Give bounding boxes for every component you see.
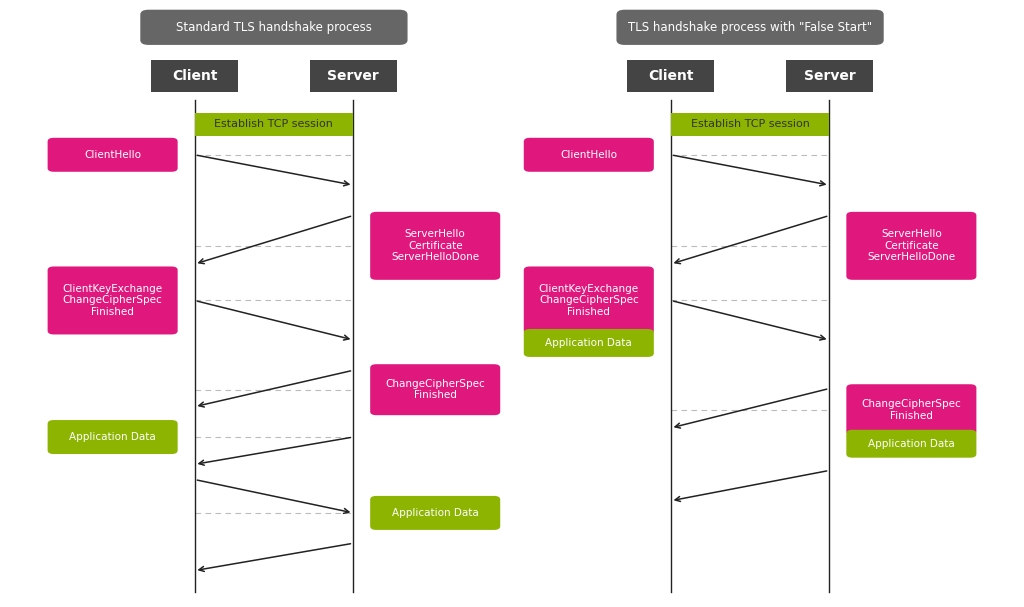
Text: Application Data: Application Data — [70, 432, 156, 442]
FancyBboxPatch shape — [152, 60, 238, 92]
FancyBboxPatch shape — [309, 60, 397, 92]
FancyBboxPatch shape — [846, 212, 977, 280]
Text: ChangeCipherSpec
Finished: ChangeCipherSpec Finished — [861, 399, 962, 421]
FancyBboxPatch shape — [47, 420, 178, 454]
Text: ClientHello: ClientHello — [84, 150, 141, 160]
FancyBboxPatch shape — [371, 212, 500, 280]
Text: ClientKeyExchange
ChangeCipherSpec
Finished: ClientKeyExchange ChangeCipherSpec Finis… — [539, 284, 639, 317]
Text: ServerHello
Certificate
ServerHelloDone: ServerHello Certificate ServerHelloDone — [391, 229, 479, 262]
Text: Application Data: Application Data — [546, 338, 632, 348]
FancyBboxPatch shape — [846, 384, 977, 435]
FancyBboxPatch shape — [671, 113, 829, 136]
FancyBboxPatch shape — [371, 496, 500, 530]
Text: ChangeCipherSpec
Finished: ChangeCipherSpec Finished — [385, 379, 485, 401]
FancyBboxPatch shape — [371, 364, 500, 415]
FancyBboxPatch shape — [47, 138, 178, 172]
Text: Server: Server — [328, 69, 379, 83]
Text: Client: Client — [648, 69, 693, 83]
Text: Establish TCP session: Establish TCP session — [690, 120, 810, 129]
Text: TLS handshake process with "False Start": TLS handshake process with "False Start" — [628, 21, 872, 34]
Text: ServerHello
Certificate
ServerHelloDone: ServerHello Certificate ServerHelloDone — [867, 229, 955, 262]
Text: Establish TCP session: Establish TCP session — [214, 120, 334, 129]
FancyBboxPatch shape — [47, 266, 178, 334]
FancyBboxPatch shape — [616, 10, 884, 45]
FancyBboxPatch shape — [524, 329, 654, 357]
Text: Server: Server — [804, 69, 855, 83]
FancyBboxPatch shape — [140, 10, 408, 45]
Text: Standard TLS handshake process: Standard TLS handshake process — [176, 21, 372, 34]
FancyBboxPatch shape — [524, 266, 654, 334]
Text: ClientHello: ClientHello — [560, 150, 617, 160]
Text: Client: Client — [172, 69, 217, 83]
FancyBboxPatch shape — [786, 60, 872, 92]
FancyBboxPatch shape — [524, 138, 654, 172]
FancyBboxPatch shape — [195, 113, 353, 136]
Text: ClientKeyExchange
ChangeCipherSpec
Finished: ClientKeyExchange ChangeCipherSpec Finis… — [62, 284, 163, 317]
Text: Application Data: Application Data — [392, 508, 478, 518]
FancyBboxPatch shape — [627, 60, 715, 92]
Text: Application Data: Application Data — [868, 439, 954, 449]
FancyBboxPatch shape — [846, 430, 977, 458]
